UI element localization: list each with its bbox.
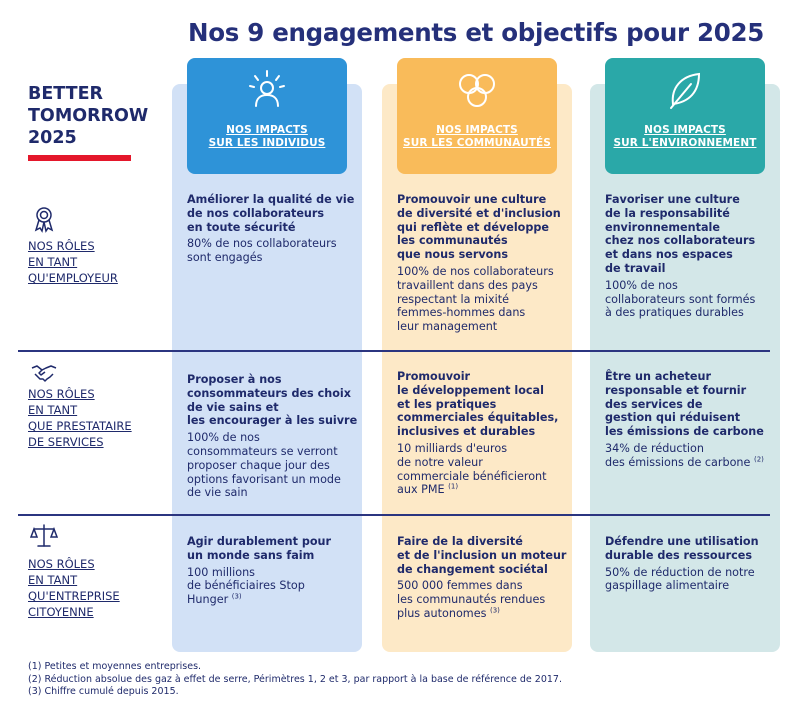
footnote-ref: (2) [753,455,764,464]
column-label: NOS IMPACTS [644,124,726,136]
column-label: NOS IMPACTS [436,124,518,136]
commitment-cell: Proposer à nos consommateurs des choix d… [187,373,358,500]
column-environnement-background [590,84,780,652]
commitment-cell: Agir durablement pour un monde sans faim… [187,535,332,607]
column-header-individus: NOS IMPACTS SUR LES INDIVIDUS [187,58,347,174]
award-icon [34,207,54,233]
brand-logo: BETTER TOMORROW 2025 [28,84,149,148]
scales-icon [30,524,58,547]
brand-underline [28,155,131,161]
commitment-cell: Favoriser une culture de la responsabili… [605,193,756,320]
column-header-communautes: NOS IMPACTS SUR LES COMMUNAUTÉS [397,58,557,174]
commitment-cell: Défendre une utilisation durable des res… [605,535,759,593]
commitment-cell: Améliorer la qualité de vie de nos colla… [187,193,355,265]
row-divider [18,350,770,352]
column-communautes-background [382,84,572,652]
footnote-ref: (3) [231,592,242,601]
footnote-ref: (3) [489,606,500,615]
footnote-ref: (1) [448,482,459,491]
page-title: Nos 9 engagements et objectifs pour 2025 [188,18,764,47]
commitment-cell: Faire de la diversité et de l'inclusion … [397,535,567,620]
footnote: (3) Chiffre cumulé depuis 2015. [28,686,179,697]
person-icon [249,70,285,107]
handshake-icon [31,365,57,382]
rings-icon [459,74,495,107]
footnotes: (1) Petites et moyennes entreprises. (2)… [28,661,562,699]
column-individus-background [172,84,362,652]
row-divider [18,514,770,516]
role-prestataire: NOS RÔLES EN TANT QUE PRESTATAIRE DE SER… [28,387,132,449]
leaf-icon [670,72,701,109]
column-label: SUR L'ENVIRONNEMENT [613,137,757,149]
footnote: (2) Réduction absolue des gaz à effet de… [28,673,562,685]
column-label: NOS IMPACTS [226,124,308,136]
commitment-cell: Promouvoir le développement local et les… [397,370,559,497]
commitment-cell: Promouvoir une culture de diversité et d… [397,193,561,334]
role-citoyenne: NOS RÔLES EN TANT QU'ENTREPRISE CITOYENN… [28,557,120,619]
commitment-cell: Être un acheteur responsable et fournir … [605,370,764,469]
role-employeur: NOS RÔLES EN TANT QU'EMPLOYEUR [28,239,118,285]
column-label: SUR LES COMMUNAUTÉS [403,137,551,149]
column-header-environnement: NOS IMPACTS SUR L'ENVIRONNEMENT [605,58,765,174]
column-label: SUR LES INDIVIDUS [208,137,326,149]
footnote: (1) Petites et moyennes entreprises. [28,661,202,672]
